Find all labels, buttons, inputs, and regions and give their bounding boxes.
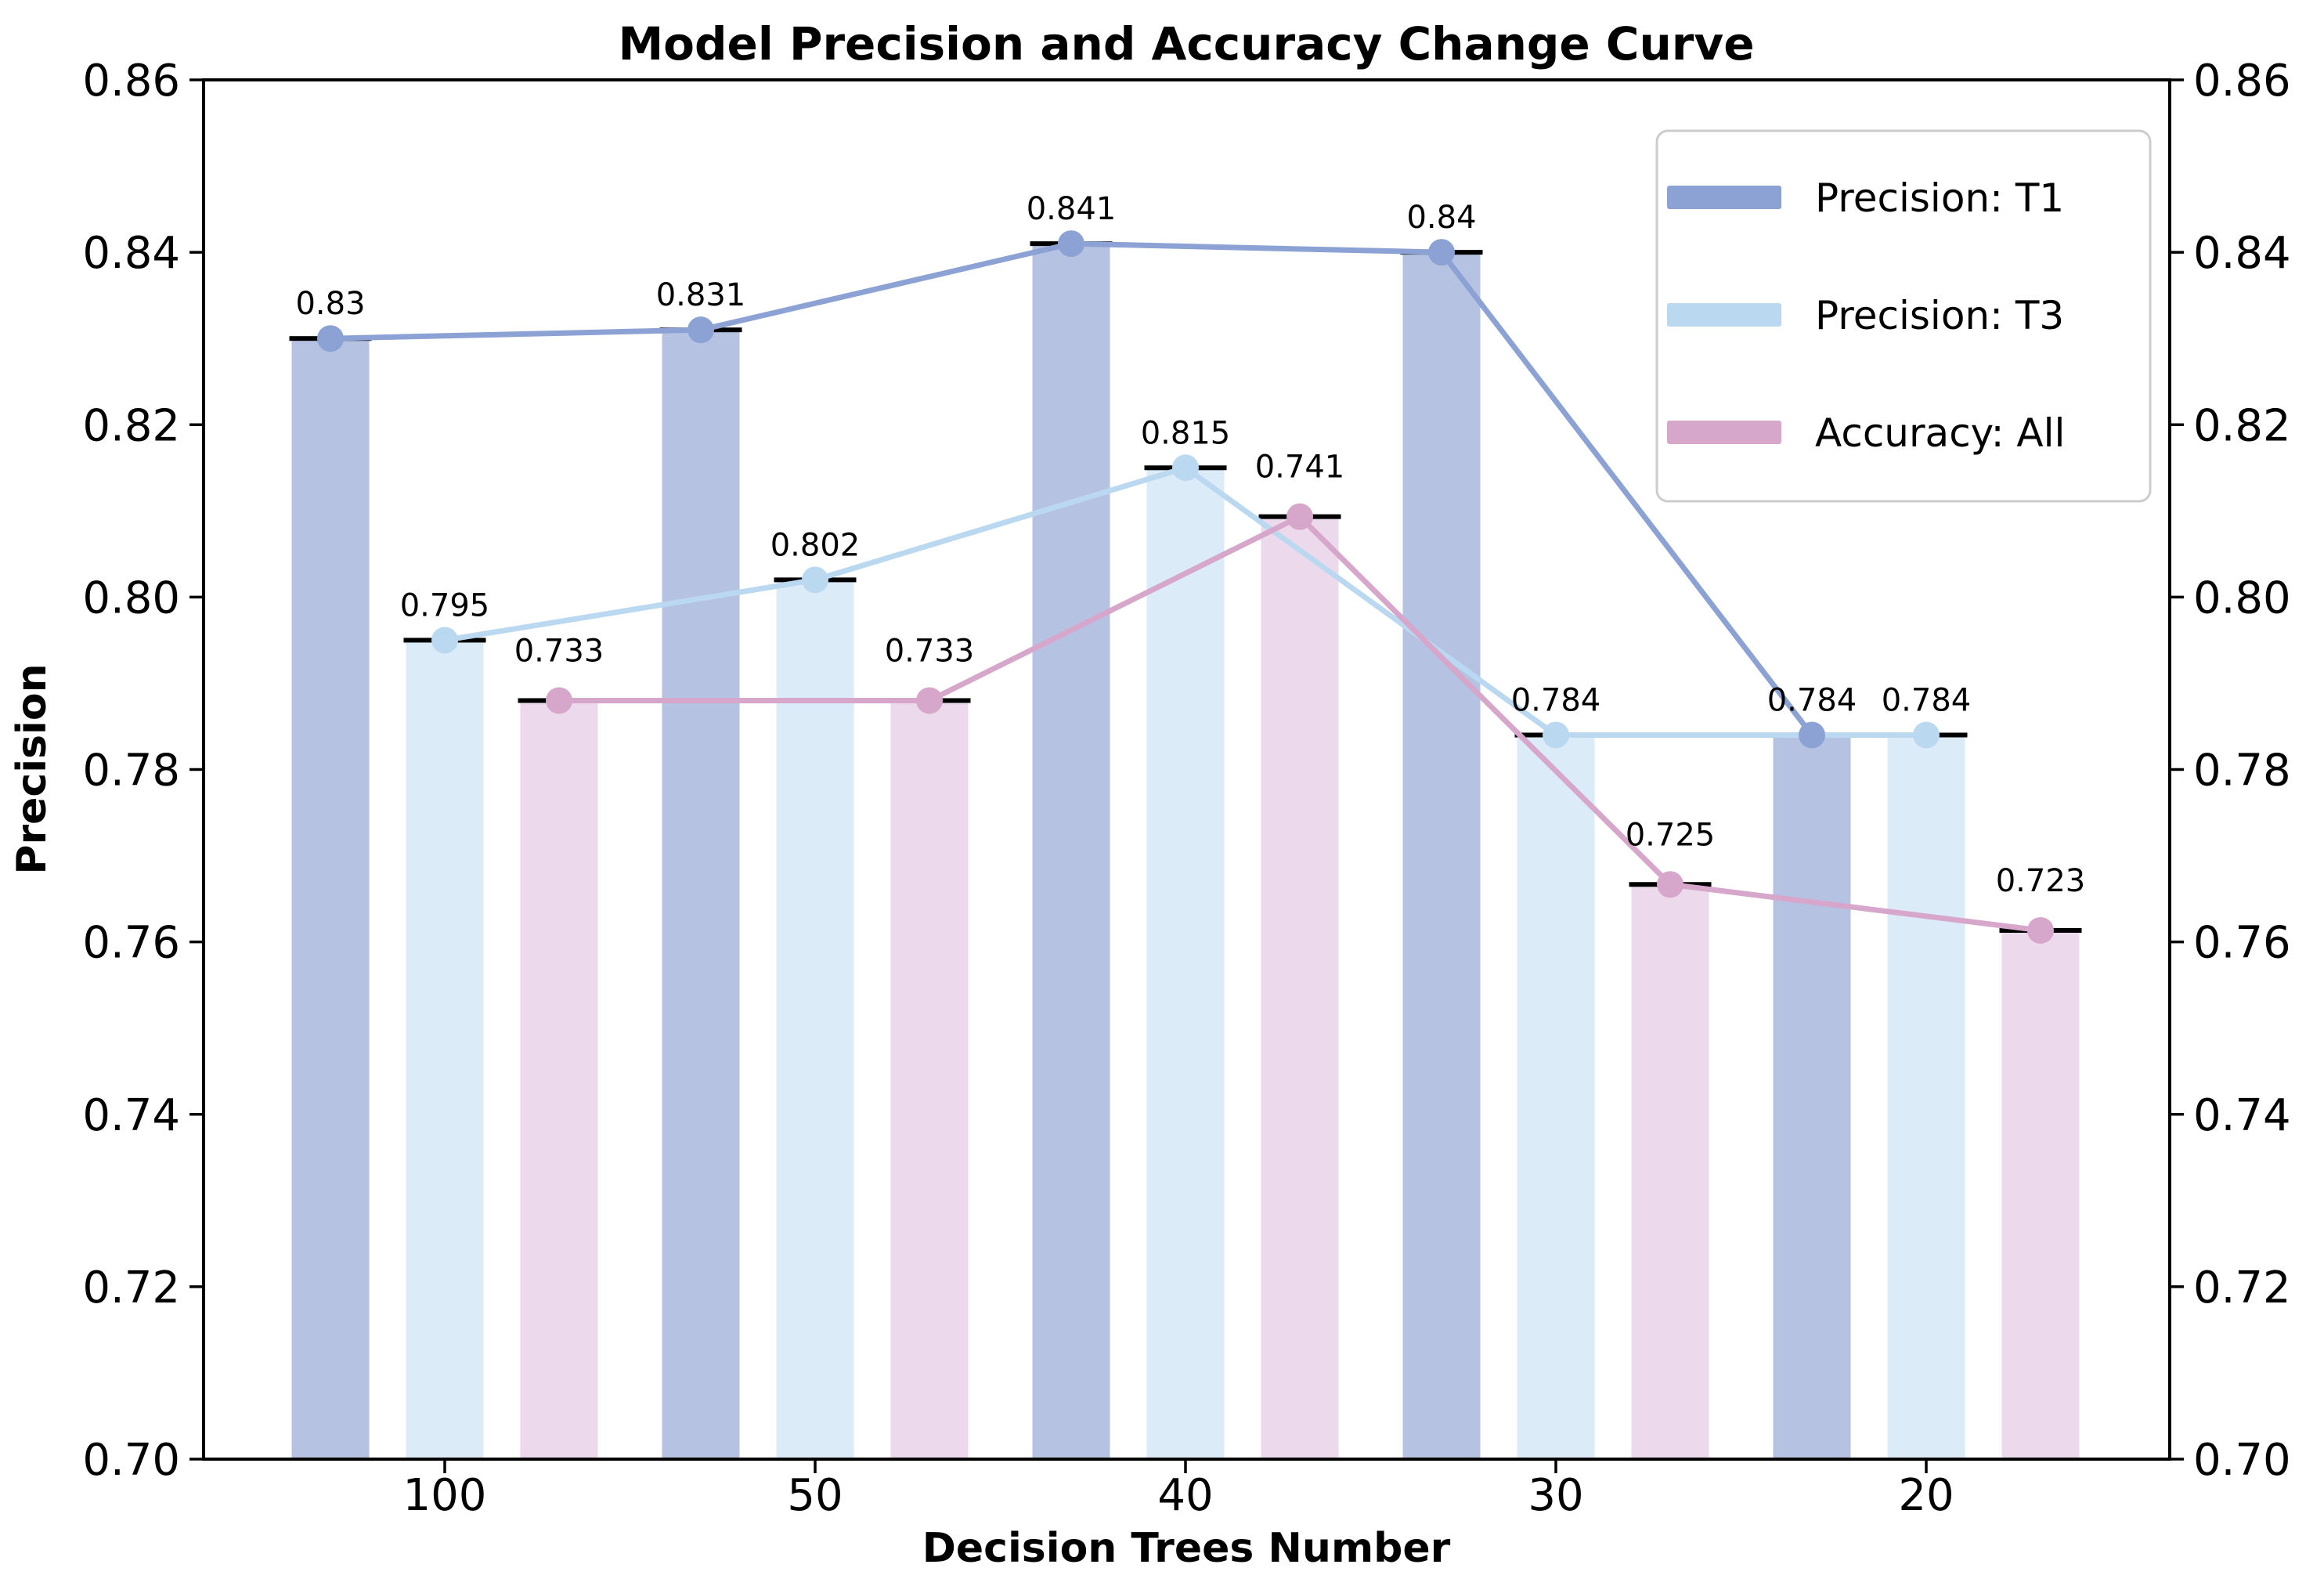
bar-precision-t3-100 (406, 640, 484, 1459)
value-label: 0.831 (656, 277, 746, 313)
bar-accuracy-all-20 (2001, 930, 2080, 1459)
legend-swatch-precision-t3 (1667, 303, 1781, 327)
marker (1657, 871, 1683, 898)
bar-precision-t3-30 (1517, 735, 1595, 1459)
marker (802, 566, 828, 594)
value-label: 0.784 (1511, 682, 1601, 718)
legend-swatch-precision-t1 (1667, 186, 1781, 209)
y-tick-label-left: 0.76 (82, 918, 180, 969)
bar-accuracy-all-30 (1631, 884, 1709, 1459)
x-tick-label: 50 (787, 1470, 843, 1521)
y-tick-label-left: 0.70 (82, 1435, 180, 1486)
y-tick-label-left: 0.74 (82, 1090, 180, 1141)
y-tick-label-right: 0.72 (2193, 1263, 2291, 1313)
y-tick-label-left: 0.72 (82, 1263, 180, 1313)
bar-precision-t3-20 (1887, 735, 1965, 1459)
value-label: 0.723 (1996, 863, 2086, 899)
marker (317, 325, 344, 352)
bar-precision-t1-100 (291, 338, 370, 1459)
marker (1172, 454, 1199, 482)
legend: Precision: T1 Precision: T3 Accuracy: All (1655, 129, 2152, 503)
y-tick-label-right: 0.84 (2193, 228, 2291, 279)
x-tick-label: 40 (1157, 1470, 1213, 1521)
value-label: 0.815 (1141, 415, 1231, 451)
value-label: 0.802 (770, 527, 861, 563)
bar-precision-t1-20 (1773, 735, 1851, 1459)
bar-accuracy-all-40 (1261, 516, 1339, 1459)
bar-accuracy-all-100 (520, 700, 598, 1459)
legend-swatch-accuracy-all (1667, 421, 1781, 444)
y-tick-label-left: 0.82 (82, 400, 180, 451)
marker (546, 687, 572, 714)
bar-precision-t3-50 (776, 580, 854, 1459)
value-label: 0.733 (885, 633, 975, 669)
y-tick-label-right: 0.80 (2193, 573, 2291, 623)
x-tick-label: 20 (1898, 1470, 1954, 1521)
y-tick-label-left: 0.84 (82, 228, 180, 279)
marker (1543, 721, 1569, 749)
marker (1286, 503, 1313, 530)
y-tick-label-right: 0.74 (2193, 1090, 2291, 1141)
marker (1799, 721, 1825, 749)
y-tick-label-left: 0.80 (82, 573, 180, 623)
x-tick-label: 30 (1528, 1470, 1583, 1521)
bar-accuracy-all-50 (890, 700, 969, 1459)
marker (1428, 239, 1455, 266)
bar-precision-t1-50 (662, 330, 740, 1459)
y-tick-label-left: 0.86 (82, 56, 180, 107)
marker (1058, 230, 1084, 258)
marker (2027, 916, 2054, 944)
value-label: 0.83 (295, 286, 365, 322)
chart-title: Model Precision and Accuracy Change Curv… (618, 17, 1754, 70)
y-tick-label-right: 0.76 (2193, 918, 2291, 969)
marker (916, 687, 943, 714)
bar-precision-t1-30 (1402, 252, 1481, 1459)
legend-label: Precision: T1 (1815, 175, 2064, 221)
bar-precision-t1-40 (1032, 244, 1110, 1459)
y-tick-label-left: 0.78 (82, 746, 180, 797)
value-label: 0.733 (514, 633, 604, 669)
marker (1913, 721, 1940, 749)
y-tick-label-right: 0.78 (2193, 746, 2291, 797)
legend-label: Accuracy: All (1815, 410, 2065, 456)
value-label: 0.725 (1626, 817, 1716, 853)
value-label: 0.784 (1767, 682, 1857, 718)
value-label: 0.784 (1882, 682, 1972, 718)
value-label: 0.84 (1406, 200, 1476, 236)
x-tick-label: 100 (403, 1470, 487, 1521)
marker (431, 627, 458, 654)
x-axis-label: Decision Trees Number (922, 1525, 1451, 1572)
bar-precision-t3-40 (1146, 468, 1225, 1459)
y-tick-label-right: 0.86 (2193, 56, 2291, 107)
y-tick-label-right: 0.82 (2193, 400, 2291, 451)
value-label: 0.795 (400, 587, 490, 623)
marker (687, 316, 714, 344)
legend-label: Precision: T3 (1815, 293, 2064, 338)
y-axis-label: Precision (9, 663, 56, 874)
value-label: 0.741 (1255, 450, 1345, 486)
legend-box (1655, 129, 2152, 503)
plot-layer: 0.83 0.831 0.841 0.84 0.784 0.795 0.802 0.815 0.… (82, 56, 2290, 1521)
y-tick-label-right: 0.70 (2193, 1435, 2291, 1486)
value-label: 0.841 (1027, 191, 1117, 227)
